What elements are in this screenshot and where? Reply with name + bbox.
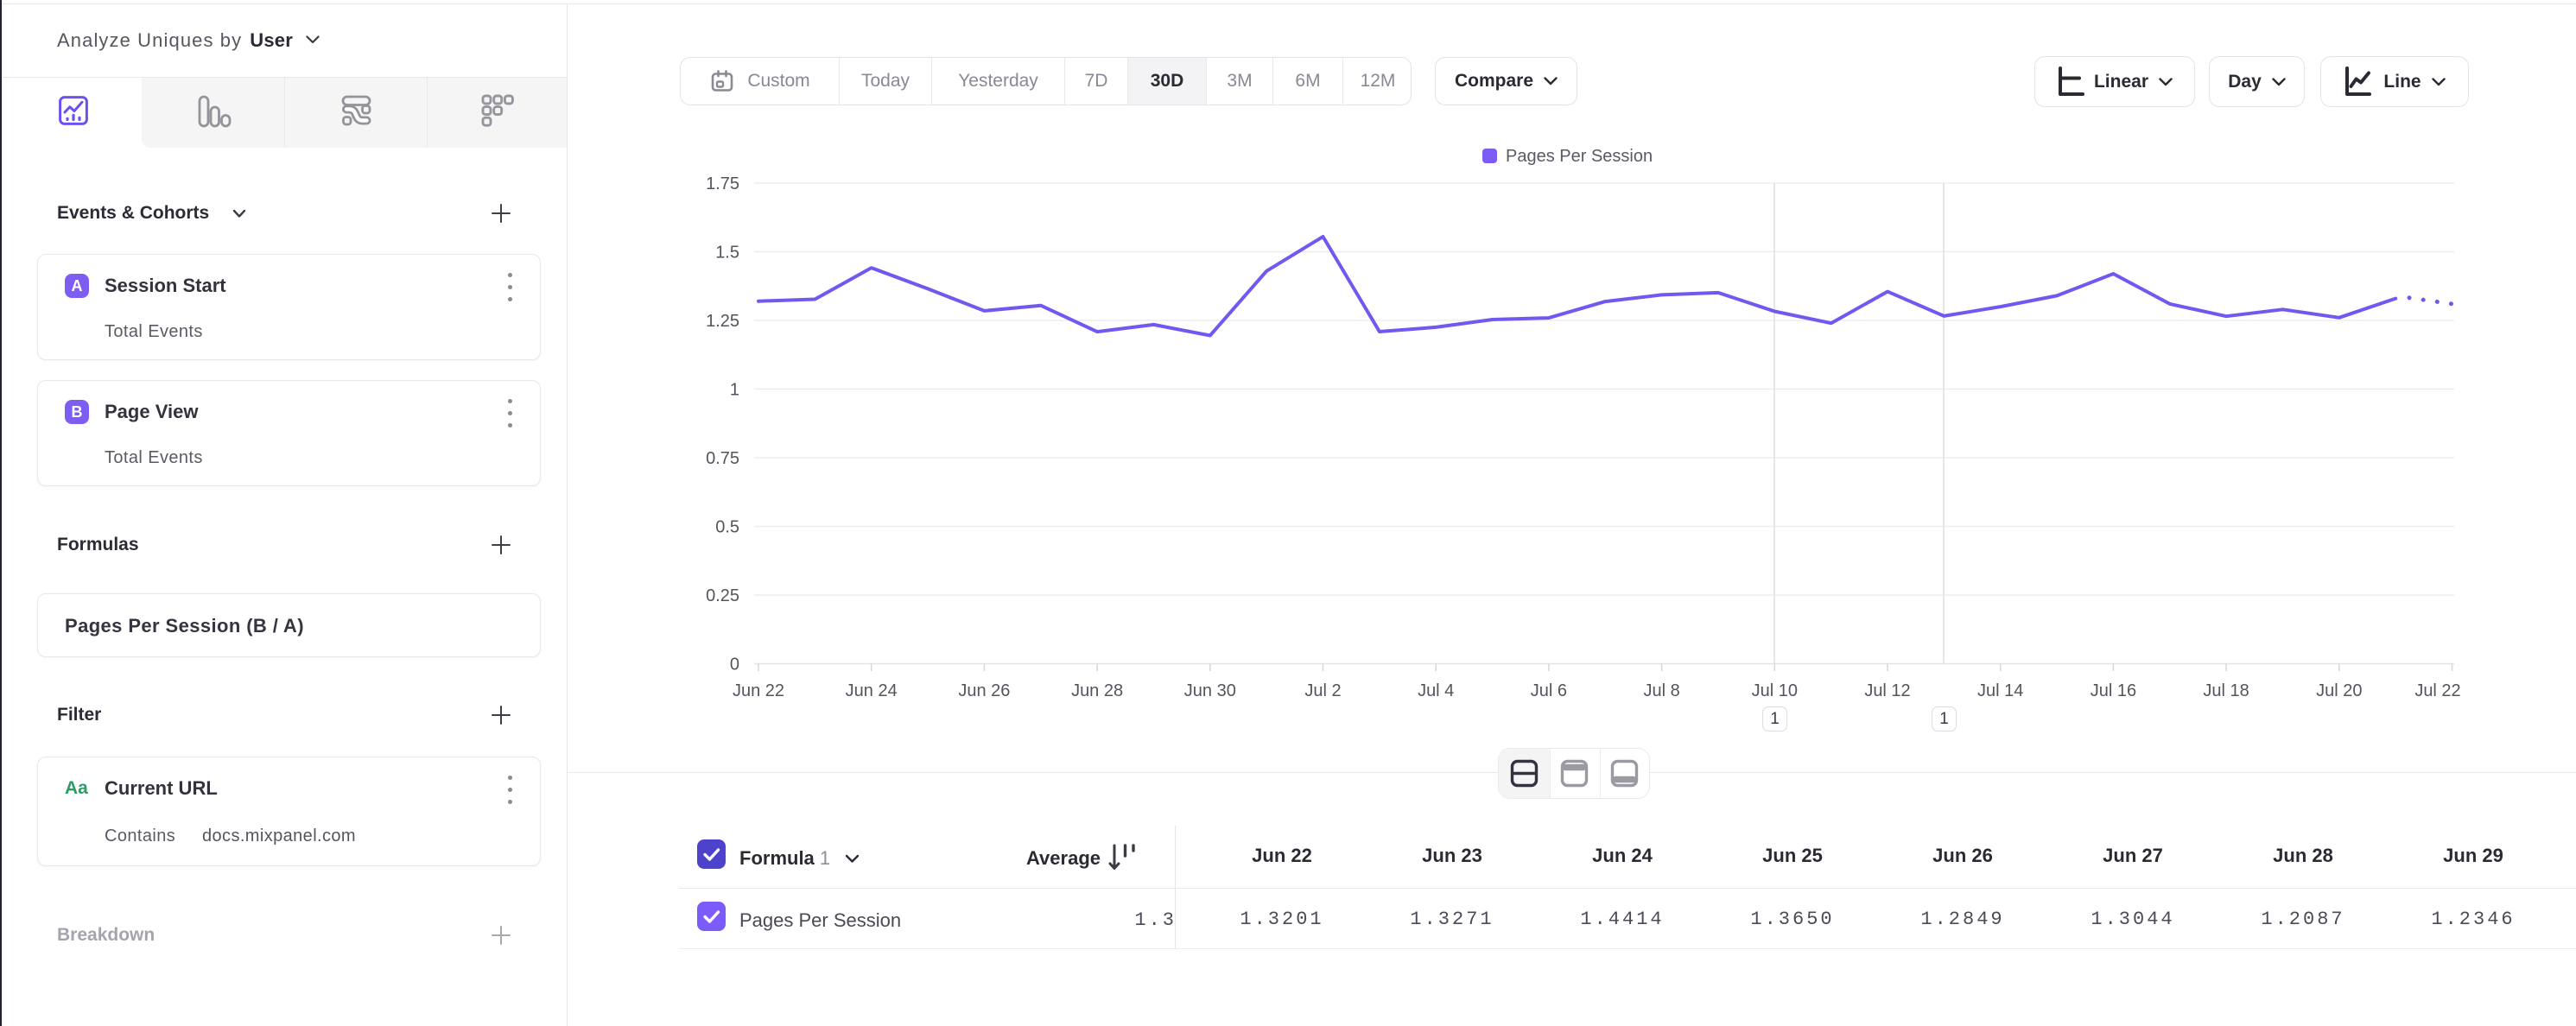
svg-text:0.5: 0.5 (715, 518, 739, 537)
svg-text:Jul 2: Jul 2 (1304, 681, 1341, 700)
svg-text:Jul 8: Jul 8 (1643, 681, 1679, 700)
svg-text:Jun 22: Jun 22 (733, 681, 784, 700)
svg-text:0.75: 0.75 (706, 449, 739, 468)
svg-text:Jul 12: Jul 12 (1864, 681, 1910, 700)
svg-text:Jul 18: Jul 18 (2203, 681, 2249, 700)
svg-text:Jun 24: Jun 24 (846, 681, 898, 700)
svg-text:Jul 4: Jul 4 (1418, 681, 1454, 700)
svg-text:Jun 26: Jun 26 (958, 681, 1010, 700)
svg-text:Jul 22: Jul 22 (2414, 681, 2460, 700)
svg-text:1.25: 1.25 (706, 312, 739, 331)
svg-text:1.5: 1.5 (715, 244, 739, 263)
svg-text:0.25: 0.25 (706, 586, 739, 605)
svg-text:Jul 16: Jul 16 (2091, 681, 2136, 700)
svg-text:Jul 6: Jul 6 (1531, 681, 1567, 700)
svg-text:Jun 30: Jun 30 (1184, 681, 1236, 700)
svg-text:Jun 28: Jun 28 (1071, 681, 1123, 700)
svg-text:1.75: 1.75 (706, 174, 739, 193)
svg-text:Jul 20: Jul 20 (2316, 681, 2362, 700)
svg-text:Jul 10: Jul 10 (1752, 681, 1798, 700)
svg-text:0: 0 (730, 656, 739, 674)
svg-text:Jul 14: Jul 14 (1977, 681, 2023, 700)
svg-text:1: 1 (730, 381, 739, 400)
